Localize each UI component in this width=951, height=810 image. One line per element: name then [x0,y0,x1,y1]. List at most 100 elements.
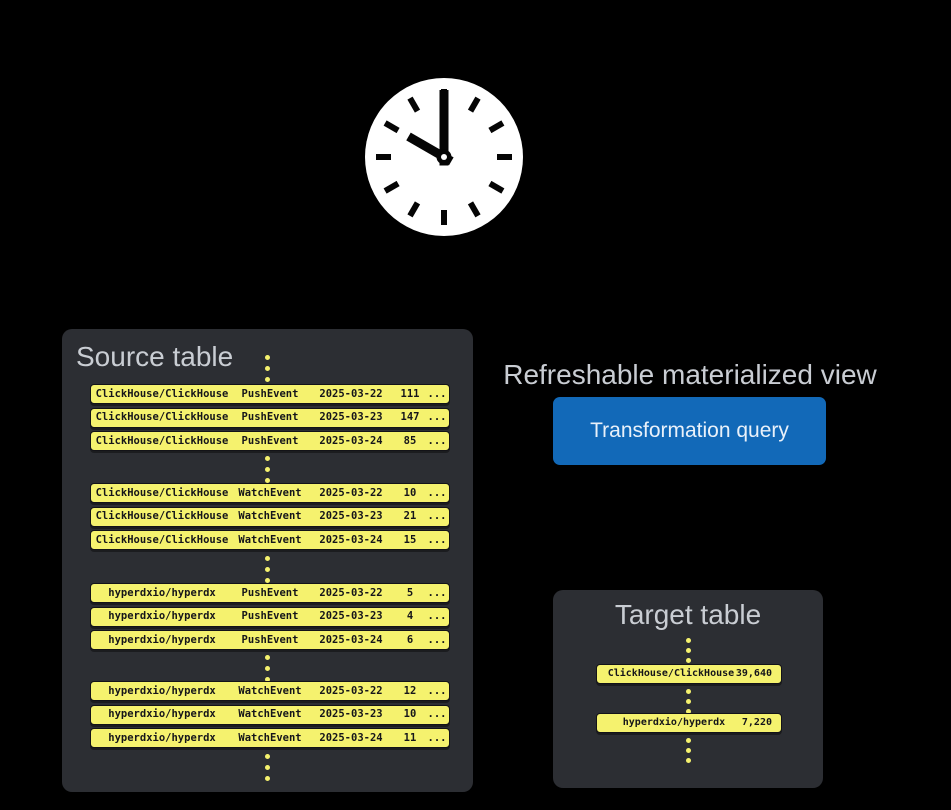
cell-count: 21 [403,510,417,523]
cell-event: WatchEvent [238,510,302,523]
cell-ellipsis: ... [427,708,447,721]
source-row: hyperdxio/hyperdx WatchEvent 2025-03-23 10.… [90,704,450,725]
dot [265,677,270,682]
dot [686,748,691,753]
cell-repo: hyperdxio/hyperdx [108,633,216,646]
source-row: ClickHouse/ClickHouse WatchEvent 2025-03-2… [90,530,450,550]
cell-event: PushEvent [241,434,299,447]
cell-event: PushEvent [241,387,299,400]
ellipsis-dots [686,738,691,763]
cell-repo: ClickHouse/ClickHouse [95,387,229,400]
source-row: hyperdxio/hyperdx PushEvent 2025-03-24 6... [90,630,450,650]
source-row: hyperdxio/hyperdx WatchEvent 2025-03-22 12.… [90,681,450,701]
target-row: ClickHouse/ClickHouse 39,640 [596,664,782,684]
ellipsis-dots [686,689,691,714]
transformation-query-button[interactable]: Transformation query [553,397,826,465]
clock-hub-dot [441,154,447,160]
clock [365,78,523,236]
cell-event: PushEvent [241,586,299,599]
cell-ellipsis: ... [427,633,447,646]
dot [265,556,270,561]
cell-event: WatchEvent [238,708,302,721]
ellipsis-dots [265,355,270,382]
cell-total: 39,640 [735,668,772,679]
dot [686,689,691,694]
dot [686,709,691,714]
source-table-panel: Source table ClickHouse/ClickHouse PushEv… [62,329,473,792]
cell-date: 2025-03-23 [319,708,383,721]
cell-repo: hyperdxio/hyperdx [108,731,216,744]
cell-date: 2025-03-22 [319,486,383,499]
cell-count: 12 [403,684,417,697]
target-table-panel: Target table ClickHouse/ClickHouse 39,640… [553,590,823,788]
cell-count: 10 [403,486,417,499]
cell-event: WatchEvent [238,731,302,744]
dot [265,754,270,759]
source-row: hyperdxio/hyperdx PushEvent 2025-03-23 4... [90,606,450,627]
cell-ellipsis: ... [427,434,447,447]
cell-count: 85 [403,434,417,447]
cell-ellipsis: ... [427,731,447,744]
source-row: hyperdxio/hyperdx PushEvent 2025-03-22 5... [90,583,450,603]
dot [265,355,270,360]
cell-date: 2025-03-23 [319,610,383,623]
cell-ellipsis: ... [427,510,447,523]
cell-repo: hyperdxio/hyperdx [108,708,216,721]
dot [265,456,270,461]
cell-repo: hyperdxio/hyperdx [108,586,216,599]
source-row: ClickHouse/ClickHouse PushEvent 2025-03-23… [90,407,450,428]
cell-repo: hyperdxio/hyperdx [108,684,216,697]
ellipsis-dots [265,655,270,682]
cell-count: 147 [400,411,420,424]
cell-ellipsis: ... [427,586,447,599]
ellipsis-dots [265,556,270,583]
dot [265,578,270,583]
ellipsis-dots [265,754,270,781]
cell-repo: ClickHouse/ClickHouse [95,510,229,523]
materialized-view-label: Refreshable materialized view [503,359,877,390]
dot [686,738,691,743]
dot [265,666,270,671]
dot [265,478,270,483]
cell-count: 111 [400,387,420,400]
cell-event: WatchEvent [238,486,302,499]
cell-event: WatchEvent [238,684,302,697]
cell-event: PushEvent [241,411,299,424]
cell-count: 5 [406,586,414,599]
dot [265,776,270,781]
cell-ellipsis: ... [427,486,447,499]
source-table-title: Source table [76,341,234,372]
cell-event: PushEvent [241,633,299,646]
dot [686,758,691,763]
cell-repo: hyperdxio/hyperdx [108,610,216,623]
cell-count: 6 [406,633,414,646]
ellipsis-dots [265,456,270,483]
dot [265,467,270,472]
cell-count: 4 [406,610,414,623]
source-row: ClickHouse/ClickHouse PushEvent 2025-03-22… [90,384,450,404]
cell-date: 2025-03-24 [319,731,383,744]
dot [265,567,270,572]
cell-date: 2025-03-24 [319,434,383,447]
dot [265,765,270,770]
cell-count: 10 [403,708,417,721]
cell-ellipsis: ... [427,411,447,424]
cell-repo: hyperdxio/hyperdx [622,717,726,728]
source-row: ClickHouse/ClickHouse PushEvent 2025-03-24… [90,431,450,451]
cell-count: 15 [403,533,417,546]
cell-event: PushEvent [241,610,299,623]
cell-ellipsis: ... [427,387,447,400]
cell-ellipsis: ... [427,533,447,546]
cell-repo: ClickHouse/ClickHouse [95,486,229,499]
source-row: ClickHouse/ClickHouse WatchEvent 2025-03-2… [90,506,450,527]
dot [686,638,691,643]
target-row: hyperdxio/hyperdx 7,220 [596,713,782,733]
cell-total: 7,220 [741,717,772,728]
cell-count: 11 [403,731,417,744]
dot [265,377,270,382]
cell-repo: ClickHouse/ClickHouse [607,668,735,679]
cell-date: 2025-03-22 [319,586,383,599]
cell-date: 2025-03-24 [319,633,383,646]
clock-tick-marks [376,89,512,225]
